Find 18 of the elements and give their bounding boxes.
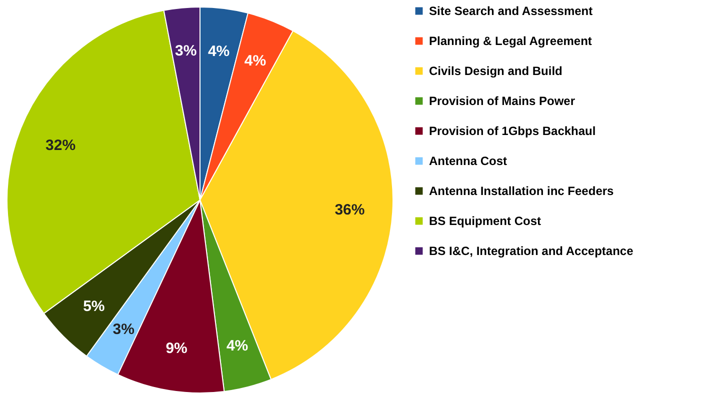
data-label: 9%: [166, 340, 188, 358]
legend-label: BS I&C, Integration and Acceptance: [429, 244, 634, 258]
data-label: 3%: [112, 321, 134, 338]
legend-label: Civils Design and Build: [429, 64, 562, 78]
data-label: 32%: [46, 136, 76, 154]
data-label: 3%: [175, 42, 197, 60]
legend-label: Planning & Legal Agreement: [429, 34, 592, 48]
legend-label: Antenna Installation inc Feeders: [429, 184, 614, 198]
legend-label: BS Equipment Cost: [429, 214, 542, 228]
data-label: 4%: [244, 52, 266, 70]
data-label: 36%: [334, 201, 365, 218]
data-label: 4%: [226, 337, 248, 354]
legend-label: Provision of Mains Power: [429, 94, 576, 108]
legend-label: Provision of 1Gbps Backhaul: [429, 124, 596, 138]
legend-label: Site Search and Assessment: [429, 4, 593, 18]
legend-label: Antenna Cost: [429, 154, 508, 168]
data-label: 5%: [83, 298, 105, 316]
data-label: 4%: [208, 43, 230, 60]
